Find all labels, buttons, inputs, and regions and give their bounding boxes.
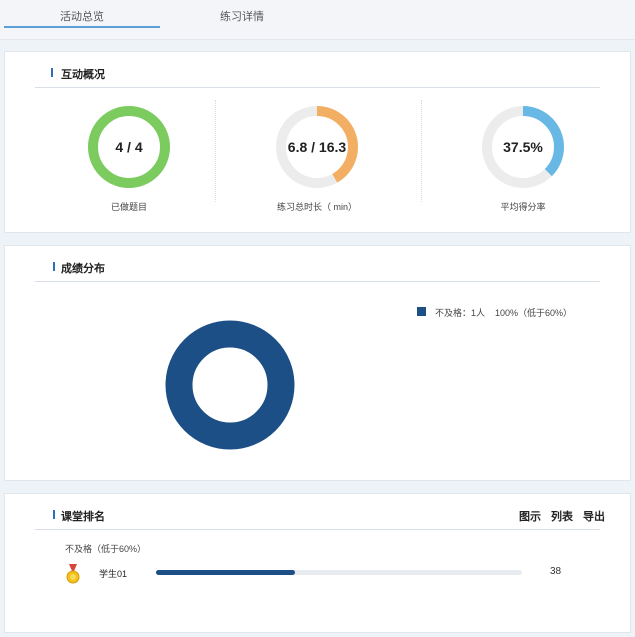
ring-chart: 4 / 4 [86,104,172,190]
legend-label: 不及格：1人 [435,308,486,318]
ring-value: 37.5% [503,139,543,155]
overview-card: 互动概况 4 / 4 已做题目 6.8 / 16.3 练习总时长（ min） 3… [4,51,631,233]
ring-chart: 37.5% [480,104,566,190]
medal-icon [66,564,80,584]
ring-label: 平均得分率 [500,202,546,212]
tab-bar: 活动总览 练习详情 [0,0,635,40]
donut-slice-不及格[interactable] [165,320,295,450]
active-tab-indicator [4,26,160,28]
distribution-title: 成绩分布 [61,263,105,275]
metric-avg-score-rate: 37.5% 平均得分率 [433,104,613,234]
tab-activity-overview[interactable]: 活动总览 [60,11,104,23]
title-accent-bar [53,510,55,519]
legend-swatch [417,307,426,316]
ring-label: 练习总时长（ min） [276,202,357,212]
list-view-button[interactable]: 列表 [551,511,573,523]
distribution-donut-chart [165,320,295,450]
group-label: 不及格（低于60%） [65,544,147,554]
title-accent-bar [51,68,53,77]
metric-questions-done: 4 / 4 已做题目 [39,104,219,234]
chart-view-button[interactable]: 图示 [519,511,541,523]
ring-value: 6.8 / 16.3 [287,139,347,155]
overview-header: 互动概况 [35,52,600,88]
ring-svg [482,106,564,188]
ring-progress-arc [482,106,564,188]
export-button[interactable]: 导出 [583,511,605,523]
student-name: 学生01 [99,569,128,579]
divider [421,100,422,202]
ranking-header: 课堂排名 [35,494,600,530]
distribution-header: 成绩分布 [35,246,600,282]
ring-progress-arc [276,106,358,188]
legend-percent: 100%（低于60%） [495,308,573,318]
score-distribution-card: 成绩分布 不及格：1人 100%（低于60%） [4,245,631,481]
ranking-title: 课堂排名 [61,511,105,523]
metric-practice-time: 6.8 / 16.3 练习总时长（ min） [227,104,407,234]
ring-value: 4 / 4 [115,139,143,155]
score-bar-track [156,570,522,575]
score-bar-fill [156,570,296,575]
divider [215,100,216,202]
ring-label: 已做题目 [110,202,147,212]
title-accent-bar [53,262,55,271]
tab-practice-details[interactable]: 练习详情 [220,11,264,23]
ring-progress-arc [88,106,170,188]
student-score: 38 [550,566,562,577]
ring-svg [88,106,170,188]
ring-svg [276,106,358,188]
overview-title: 互动概况 [61,69,105,81]
ring-chart: 6.8 / 16.3 [274,104,360,190]
class-ranking-card: 课堂排名 图示 列表 导出 不及格（低于60%） 学生01 38 [4,493,631,633]
